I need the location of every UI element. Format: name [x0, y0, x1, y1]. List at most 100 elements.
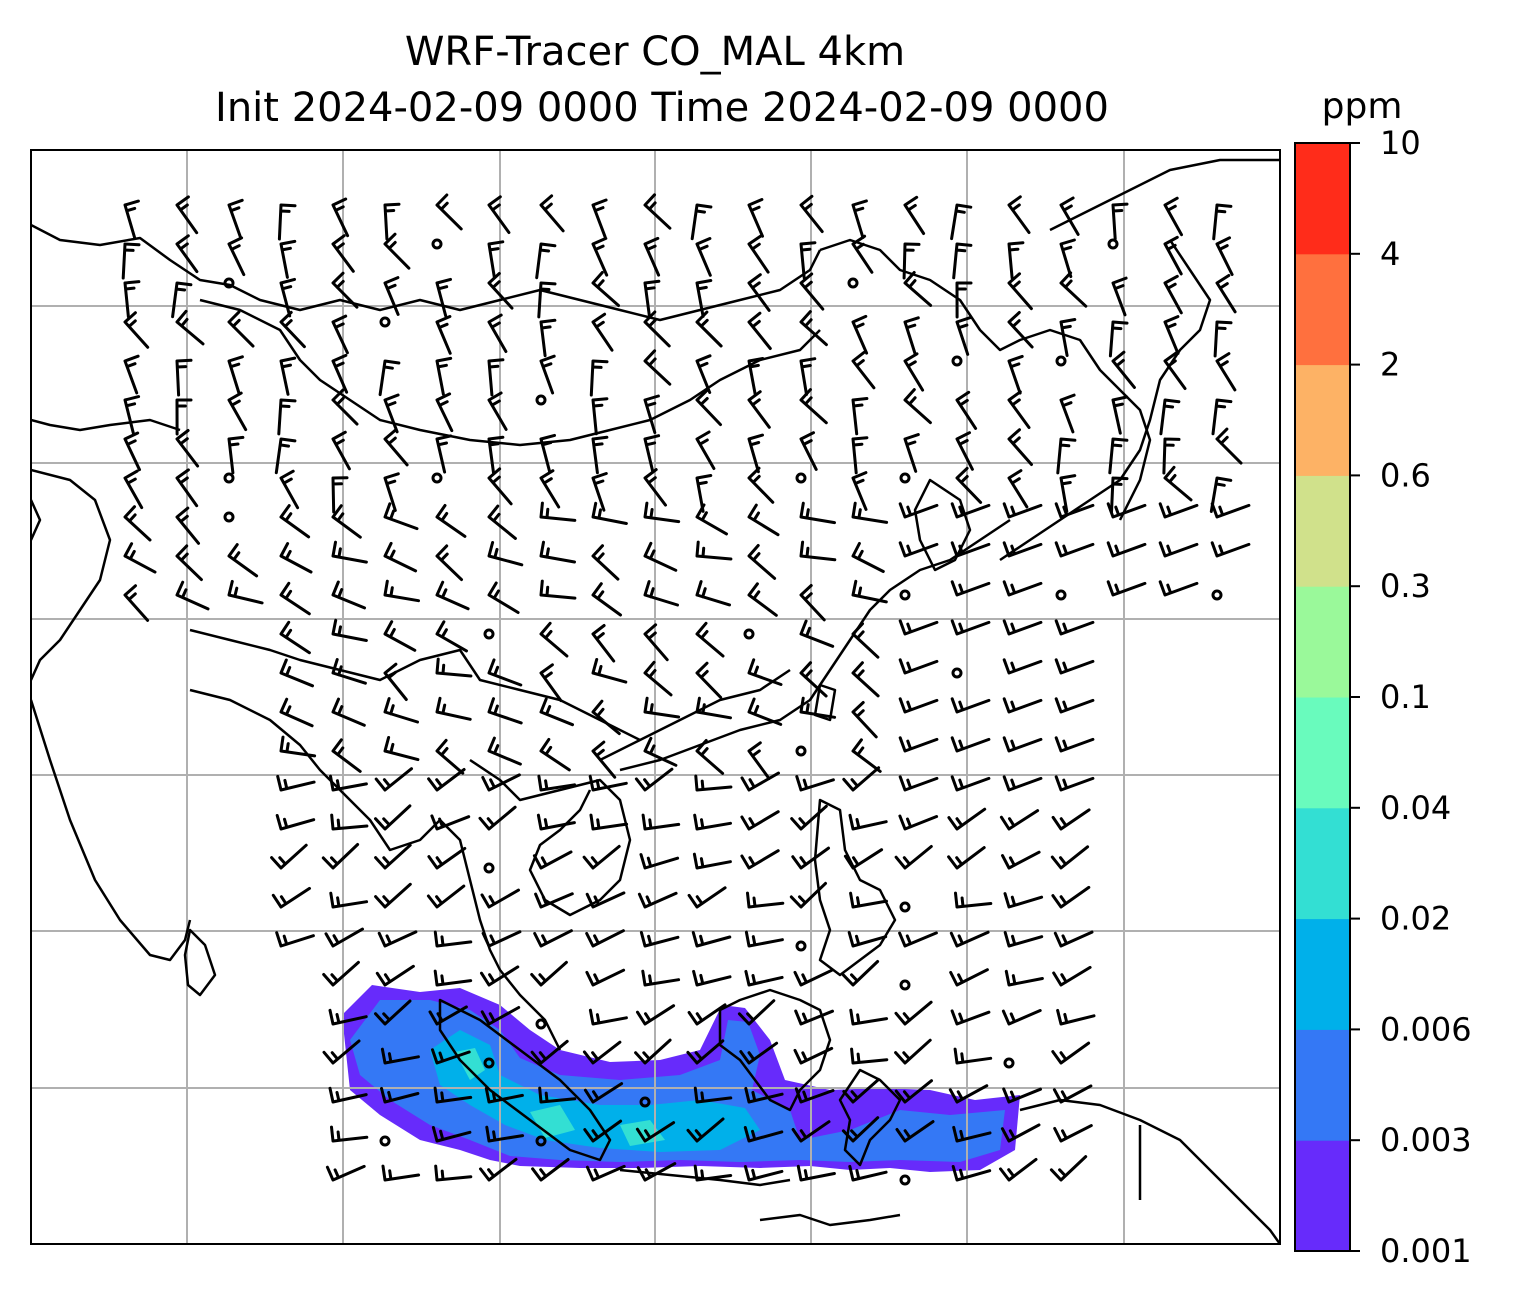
- wind-barb: [328, 1008, 368, 1026]
- wind-barb: [487, 467, 513, 506]
- wind-barb: [487, 736, 522, 766]
- wind-barb: [591, 501, 628, 525]
- wind-barb: [643, 193, 672, 230]
- wind-barb: [1007, 428, 1033, 466]
- wind-barb: [1052, 1084, 1093, 1104]
- wind-barb: [383, 736, 420, 762]
- wind-barb: [1163, 196, 1183, 237]
- wind-barb: [643, 279, 661, 319]
- wind-barb: [227, 579, 264, 605]
- colorbar-tick-label: 4: [1380, 235, 1400, 273]
- wind-barb: [123, 280, 141, 319]
- wind-barb: [643, 310, 671, 348]
- wind-barb: [1215, 236, 1234, 276]
- wind-barb: [275, 931, 315, 948]
- wind-barbs: [121, 193, 1251, 1186]
- wind-barb: [903, 388, 932, 425]
- wind-barb: [377, 930, 418, 948]
- wind-barb: [591, 740, 617, 779]
- wind-barb: [791, 846, 830, 870]
- wind-barb: [847, 931, 888, 948]
- wind-barb: [1159, 398, 1181, 436]
- colorbar-tick-label: 0.04: [1380, 789, 1451, 827]
- coastline-india: [31, 468, 192, 962]
- wind-barb: [1002, 697, 1043, 714]
- wind-barb: [693, 1164, 733, 1182]
- wind-barb: [1051, 885, 1091, 909]
- wind-barb: [903, 352, 925, 392]
- wind-barb: [591, 699, 621, 736]
- wind-barb: [799, 357, 817, 396]
- wind-barb: [799, 661, 828, 698]
- calm-wind-marker: [1107, 238, 1119, 250]
- wind-barb: [374, 843, 412, 870]
- wind-barb: [635, 1121, 676, 1143]
- wind-barb: [799, 194, 824, 234]
- wind-barb: [695, 696, 732, 720]
- wind-barb: [435, 620, 468, 653]
- wind-barb: [537, 774, 577, 792]
- wind-barb: [851, 314, 869, 355]
- wind-barb: [585, 929, 625, 948]
- wind-barb: [1059, 318, 1077, 357]
- calm-wind-marker: [795, 940, 807, 952]
- wind-barb: [895, 1120, 935, 1143]
- wind-barb: [274, 437, 297, 475]
- wind-barb: [898, 736, 939, 753]
- wind-barb: [950, 541, 991, 558]
- wind-barb: [842, 766, 881, 792]
- wind-barb: [279, 356, 297, 396]
- colorbar-band: [1295, 143, 1350, 255]
- wind-barb: [175, 506, 200, 545]
- wind-barb: [695, 237, 712, 277]
- wind-barb: [952, 1125, 992, 1143]
- coastline-java: [619, 1168, 901, 1227]
- wind-barb: [692, 969, 732, 987]
- wind-barb: [744, 969, 784, 987]
- wind-barb: [955, 466, 983, 504]
- wind-barb: [583, 1082, 624, 1104]
- calm-wind-marker: [535, 394, 547, 406]
- wind-barb: [532, 850, 573, 870]
- coastline-south-china: [619, 518, 1011, 772]
- wind-barb: [1163, 351, 1187, 390]
- wind-barb: [743, 1126, 784, 1143]
- wind-barb: [634, 1038, 672, 1065]
- plume-peak-region: [455, 1048, 665, 1146]
- calm-wind-marker: [379, 316, 391, 328]
- wind-barb: [1007, 354, 1024, 395]
- wind-barb: [950, 736, 991, 753]
- wind-barb: [435, 657, 473, 678]
- wind-barb: [435, 434, 453, 474]
- wind-barb: [487, 541, 524, 567]
- wind-barb: [1215, 274, 1237, 314]
- wind-barb: [851, 738, 882, 773]
- wind-barb: [331, 430, 351, 471]
- wind-barb: [536, 813, 576, 831]
- wind-barb: [799, 272, 825, 311]
- wind-barb: [374, 767, 413, 792]
- wind-barb: [955, 431, 974, 471]
- wind-barb: [321, 843, 360, 870]
- wind-barb: [1163, 315, 1180, 355]
- wind-barb: [799, 584, 826, 622]
- wind-barb: [1002, 775, 1043, 792]
- wind-barb: [790, 804, 828, 831]
- colorbar-tick-label: 0.6: [1380, 456, 1431, 494]
- wind-barb: [744, 930, 784, 948]
- wind-barb: [383, 428, 409, 467]
- wind-barb: [430, 814, 471, 831]
- wind-barb: [1007, 390, 1031, 429]
- wind-barb: [849, 1008, 889, 1026]
- wind-barb: [799, 388, 828, 425]
- wind-barb: [227, 435, 245, 475]
- wind-barb: [1211, 398, 1233, 436]
- wind-barb: [1210, 502, 1251, 519]
- wind-barb: [435, 392, 454, 433]
- wind-barb: [175, 429, 200, 468]
- coastline-indochina: [469, 668, 791, 917]
- wind-barb: [1056, 1008, 1096, 1026]
- tracer-plume: [342, 985, 1020, 1172]
- coastline-bay-of-bengal: [189, 688, 562, 1051]
